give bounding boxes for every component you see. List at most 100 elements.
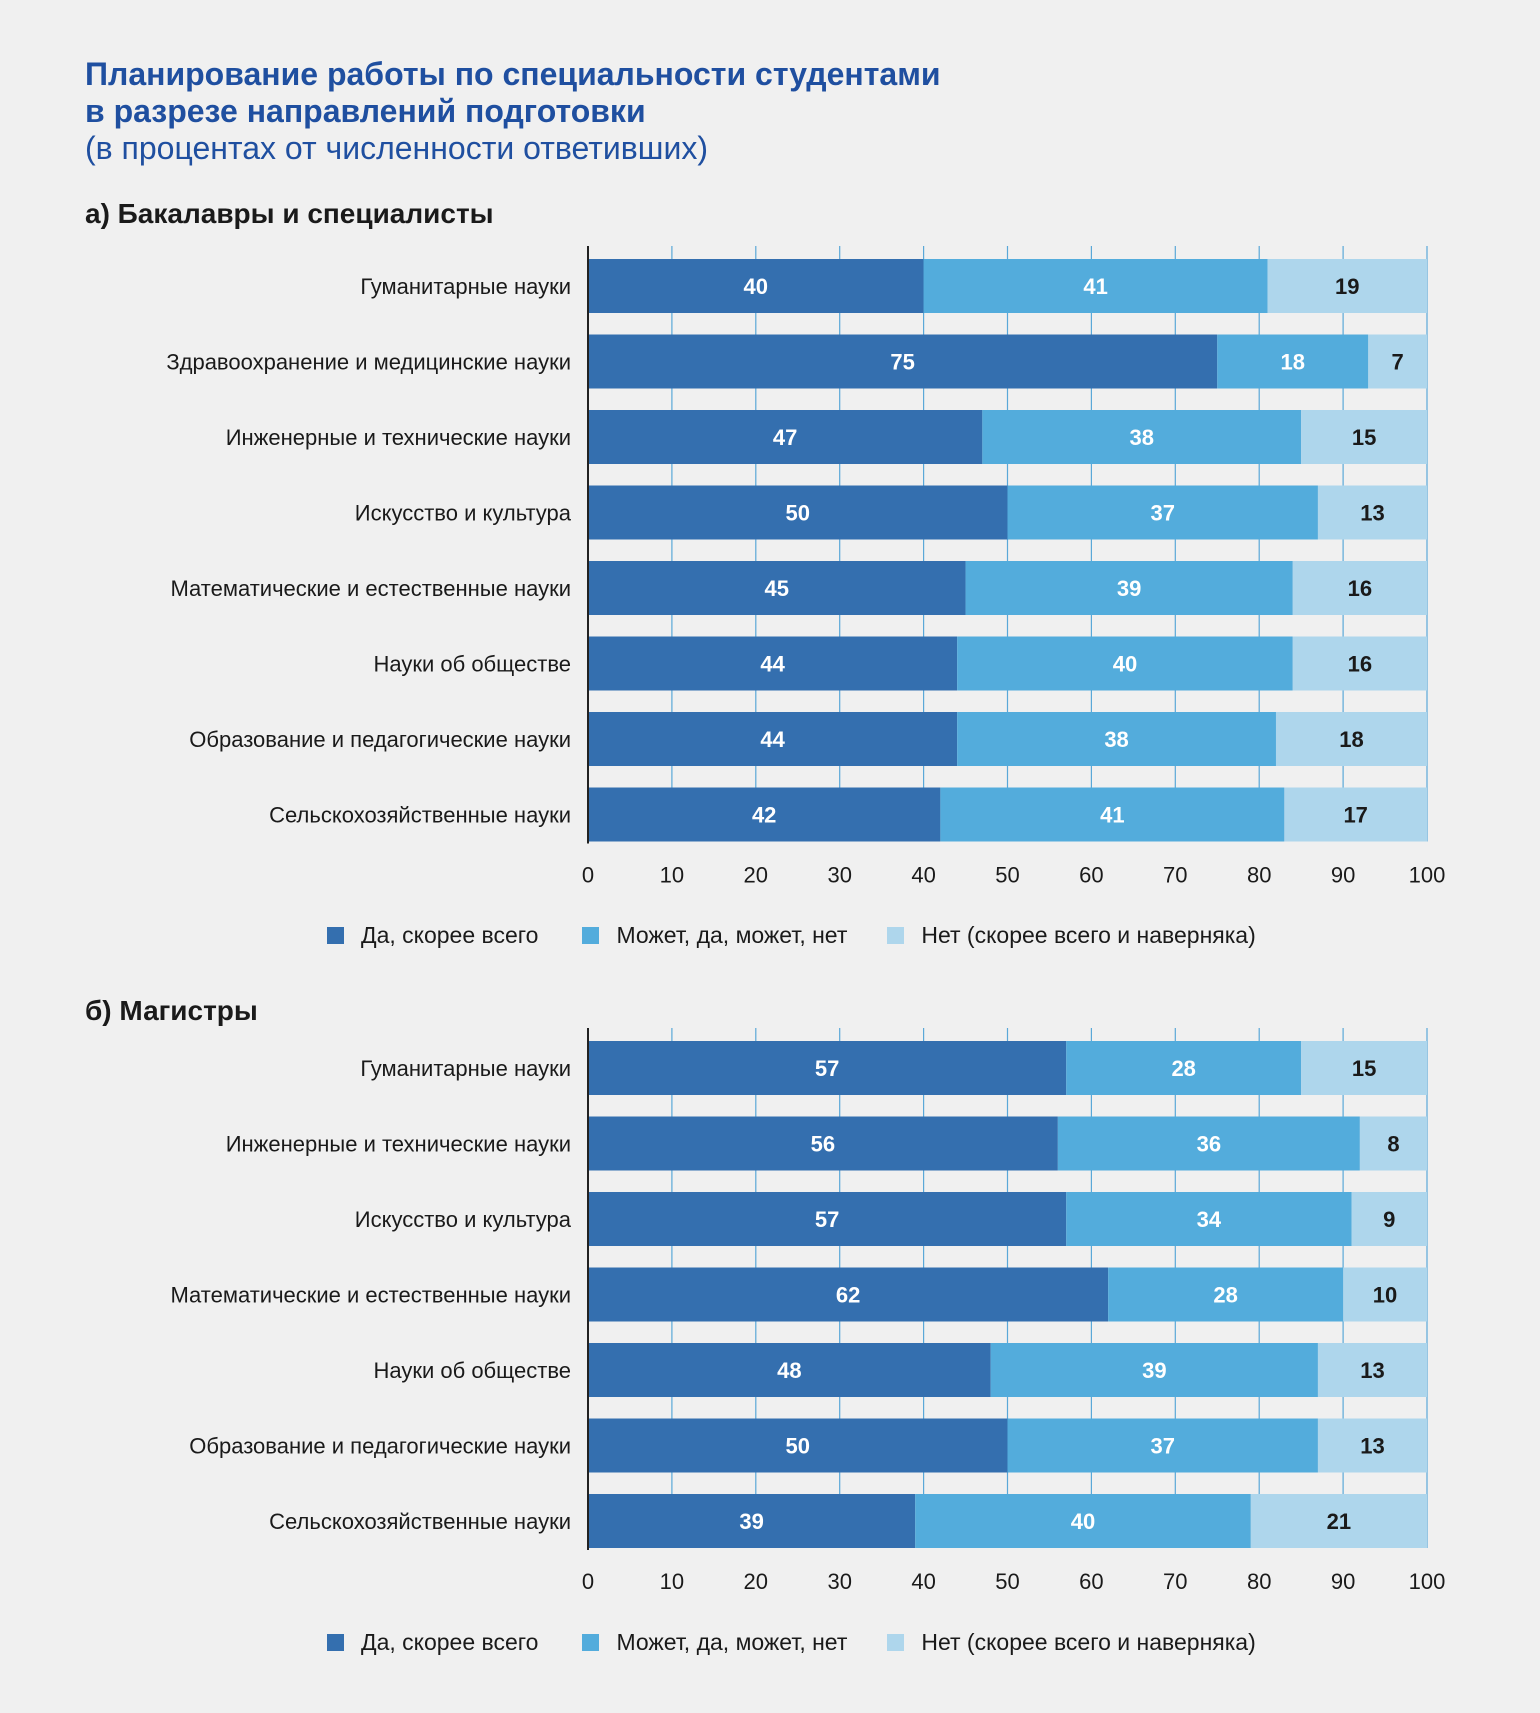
legend-label: Может, да, может, нет (616, 1629, 848, 1655)
data-label: 42 (752, 803, 776, 828)
bar-segment (1317, 1418, 1427, 1473)
bar-segment (1292, 636, 1427, 691)
category-label: Искусство и культура (355, 1207, 572, 1232)
legend-swatch (582, 1634, 600, 1651)
data-label: 13 (1360, 1434, 1384, 1459)
bar-segment (1343, 1267, 1427, 1322)
data-label: 57 (815, 1056, 839, 1081)
bar-segment (588, 334, 1218, 389)
legend-swatch (582, 927, 600, 944)
data-label: 40 (744, 274, 768, 299)
data-label: 44 (760, 727, 785, 752)
data-label: 40 (1071, 1509, 1095, 1534)
bar-segment (1066, 1192, 1352, 1246)
data-label: 50 (786, 1434, 810, 1459)
data-label: 13 (1360, 501, 1384, 526)
x-tick-label: 30 (827, 1569, 851, 1594)
category-label: Гуманитарные науки (360, 1056, 571, 1081)
x-tick-label: 80 (1247, 863, 1271, 888)
x-tick-label: 60 (1079, 863, 1103, 888)
x-tick-label: 50 (995, 863, 1019, 888)
bar-segment (1057, 1116, 1360, 1171)
data-label: 44 (760, 652, 785, 677)
data-label: 41 (1083, 274, 1107, 299)
data-label: 39 (1142, 1358, 1166, 1383)
data-label: 38 (1104, 727, 1128, 752)
x-tick-label: 20 (744, 863, 768, 888)
bar-segment (915, 1494, 1251, 1548)
chart-title: Планирование работы по специальности сту… (85, 56, 1085, 130)
x-tick-label: 90 (1331, 1569, 1355, 1594)
bar-segment (1066, 1041, 1302, 1095)
x-tick-label: 60 (1079, 1569, 1103, 1594)
data-label: 50 (786, 501, 810, 526)
legend-swatch (887, 1634, 905, 1651)
x-tick-label: 10 (660, 1569, 684, 1594)
x-tick-label: 70 (1163, 863, 1187, 888)
data-label: 8 (1387, 1132, 1399, 1157)
data-label: 37 (1150, 501, 1174, 526)
legend-item: Может, да, может, нет (582, 1629, 847, 1656)
data-label: 18 (1281, 350, 1305, 375)
chart-title-line2: в разрезе направлений подготовки (85, 93, 646, 129)
legend-item: Да, скорее всего (327, 1629, 538, 1656)
bar-segment (1317, 485, 1427, 540)
data-label: 28 (1213, 1283, 1237, 1308)
bar-segment (1301, 1041, 1427, 1095)
legend-swatch (327, 927, 344, 944)
x-tick-label: 20 (744, 1569, 768, 1594)
x-tick-label: 70 (1163, 1569, 1187, 1594)
legend-label: Может, да, может, нет (616, 922, 848, 948)
legend-item: Нет (скорее всего и наверняка) (887, 1629, 1256, 1656)
data-label: 18 (1339, 727, 1363, 752)
legend-label: Нет (скорее всего и наверняка) (921, 1629, 1256, 1655)
x-tick-label: 100 (1409, 863, 1446, 888)
category-label: Гуманитарные науки (360, 274, 571, 299)
legend-label: Нет (скорее всего и наверняка) (921, 922, 1256, 948)
category-label: Математические и естественные науки (170, 1283, 571, 1308)
bar-segment (940, 787, 1285, 842)
data-label: 13 (1360, 1358, 1384, 1383)
data-label: 16 (1348, 652, 1372, 677)
bar-segment (588, 1192, 1067, 1246)
legend-bachelors: Да, скорее всего Может, да, может, нет Нет… (327, 922, 1296, 949)
bar-segment (1267, 259, 1427, 313)
data-label: 62 (836, 1283, 860, 1308)
legend-swatch (327, 1634, 344, 1651)
legend-masters: Да, скорее всего Может, да, может, нет Нет… (327, 1629, 1296, 1656)
legend-swatch (887, 927, 905, 944)
bar-segment (588, 787, 941, 842)
x-tick-label: 40 (911, 1569, 935, 1594)
chart-bachelors: Гуманитарные науки 40 41 19 Здравоохранение … (166, 246, 1446, 888)
bar-segment (588, 1418, 1008, 1473)
data-label: 75 (890, 350, 914, 375)
bar-segment (1359, 1116, 1427, 1171)
data-label: 38 (1129, 425, 1153, 450)
bar-segment (1301, 410, 1427, 464)
data-label: 9 (1383, 1207, 1395, 1232)
chart-title-line1: Планирование работы по специальности сту… (85, 56, 941, 92)
data-label: 34 (1197, 1207, 1222, 1232)
data-label: 16 (1348, 576, 1372, 601)
data-label: 48 (777, 1358, 801, 1383)
x-tick-label: 0 (582, 1569, 594, 1594)
panel-a-title: а) Бакалавры и специалисты (85, 198, 494, 229)
bar-segment (588, 1267, 1109, 1322)
bar-segment (588, 259, 924, 313)
data-label: 37 (1150, 1434, 1174, 1459)
bar-segment (588, 712, 958, 766)
bar-segment (588, 1041, 1067, 1095)
data-label: 15 (1352, 1056, 1376, 1081)
x-tick-label: 30 (827, 863, 851, 888)
data-label: 19 (1335, 274, 1359, 299)
category-label: Образование и педагогические науки (189, 727, 571, 752)
data-label: 40 (1113, 652, 1137, 677)
bar-segment (1317, 1343, 1427, 1397)
data-label: 39 (1117, 576, 1141, 601)
category-label: Образование и педагогические науки (189, 1434, 571, 1459)
bar-segment (982, 410, 1302, 464)
bar-segment (1217, 334, 1369, 389)
x-tick-label: 80 (1247, 1569, 1271, 1594)
panel-b-title: б) Магистры (85, 995, 258, 1026)
bar-segment (1368, 334, 1427, 389)
